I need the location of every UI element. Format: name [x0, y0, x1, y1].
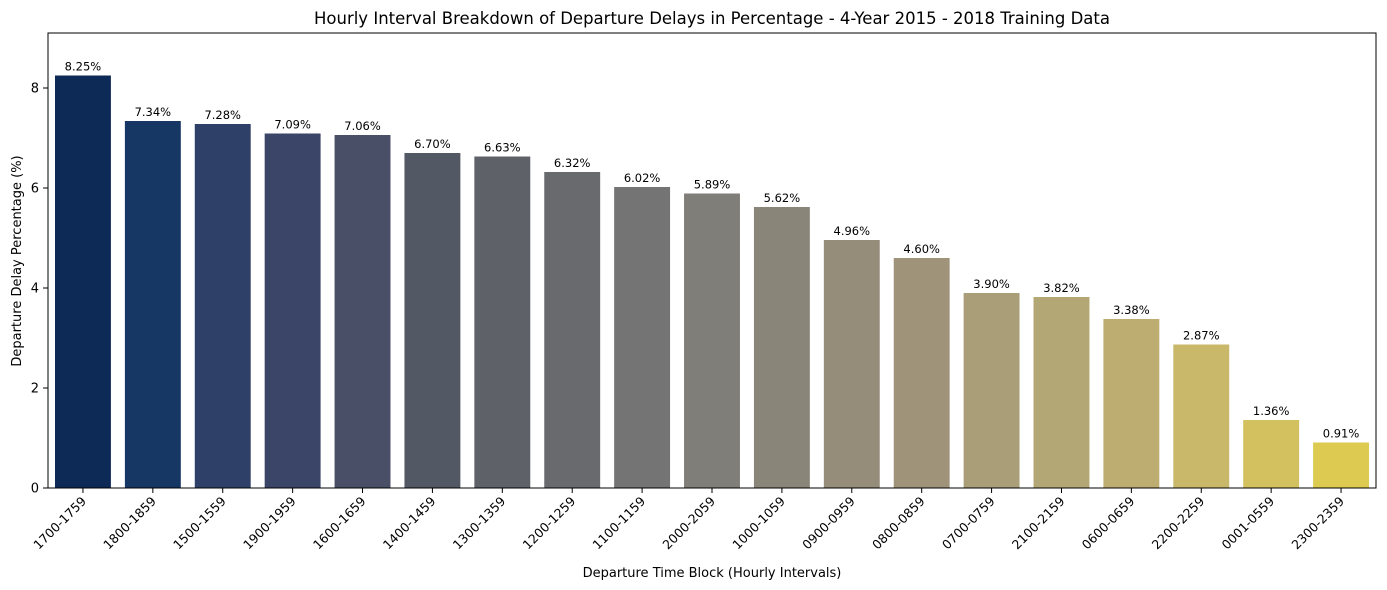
bar — [544, 172, 601, 488]
y-tick-label: 8 — [31, 82, 39, 97]
data-label: 6.32% — [554, 156, 591, 170]
bar — [404, 153, 461, 488]
x-tick-label: 0900-0959 — [799, 493, 858, 552]
data-label: 6.02% — [624, 171, 661, 185]
bar — [1313, 442, 1370, 488]
x-tick-label: 1400-1459 — [380, 493, 439, 552]
bar — [264, 133, 321, 488]
data-label: 7.09% — [274, 118, 311, 132]
data-label: 5.89% — [694, 178, 731, 192]
bar — [124, 121, 181, 488]
x-tick-label: 2000-2059 — [659, 493, 718, 552]
x-tick-label: 2100-2159 — [1009, 493, 1068, 552]
data-label: 0.91% — [1323, 427, 1360, 441]
data-label: 2.87% — [1183, 329, 1220, 343]
x-tick-label: 0600-0659 — [1079, 493, 1138, 552]
data-labels-group: 8.25% 7.34% 7.28% 7.09% 7.06% 6.70% 6.63% 6.32%… — [65, 60, 1360, 441]
data-label: 4.60% — [903, 242, 940, 256]
data-label: 8.25% — [65, 60, 102, 74]
bar — [54, 75, 111, 488]
x-axis: 1700-1759 1800-1859 1500-1559 1900-1959 1600… — [30, 488, 1347, 552]
data-label: 1.36% — [1253, 404, 1290, 418]
bar — [893, 258, 950, 488]
x-tick-label: 2300-2359 — [1288, 493, 1347, 552]
y-tick-label: 2 — [31, 382, 39, 397]
bar — [194, 124, 251, 488]
y-tick-label: 0 — [31, 482, 39, 497]
data-label: 5.62% — [764, 191, 801, 205]
plot-frame — [47, 32, 1377, 489]
y-tick-label: 4 — [31, 282, 39, 297]
data-label: 7.06% — [344, 119, 381, 133]
x-axis-label: Departure Time Block (Hourly Intervals) — [583, 566, 842, 581]
y-axis-label: Departure Delay Percentage (%) — [10, 155, 25, 366]
data-label: 3.38% — [1113, 303, 1150, 317]
bar — [614, 187, 671, 488]
bar — [1173, 344, 1230, 488]
bar — [684, 193, 740, 488]
x-tick-label: 1600-1659 — [310, 493, 369, 552]
x-tick-label: 1800-1859 — [100, 493, 159, 552]
bars-group — [54, 75, 1370, 488]
x-tick-label: 1500-1559 — [170, 493, 229, 552]
bar — [334, 135, 391, 488]
x-tick-label: 0700-0759 — [939, 493, 998, 552]
x-tick-label: 1900-1959 — [240, 493, 299, 552]
data-label: 6.70% — [414, 137, 451, 151]
data-label: 7.28% — [204, 108, 241, 122]
data-label: 6.63% — [484, 141, 521, 155]
bar — [963, 293, 1020, 488]
bar — [474, 156, 531, 488]
x-tick-label: 1700-1759 — [30, 493, 89, 552]
x-tick-label: 0800-0859 — [869, 493, 928, 552]
x-tick-label: 0001-0559 — [1218, 493, 1277, 552]
data-label: 3.82% — [1043, 281, 1080, 295]
chart-title: Hourly Interval Breakdown of Departure D… — [314, 9, 1110, 28]
y-axis: 0 2 4 6 8 — [31, 82, 48, 497]
bar — [823, 240, 880, 488]
data-label: 4.96% — [834, 224, 871, 238]
bar — [753, 207, 810, 488]
x-tick-label: 2200-2259 — [1149, 493, 1208, 552]
x-tick-label: 1200-1259 — [520, 493, 579, 552]
bar — [1033, 297, 1090, 488]
x-tick-label: 1300-1359 — [450, 493, 509, 552]
data-label: 3.90% — [973, 277, 1010, 291]
y-tick-label: 6 — [31, 182, 39, 197]
x-tick-label: 1100-1159 — [589, 493, 648, 552]
bar — [1103, 319, 1160, 488]
x-tick-label: 1000-1059 — [729, 493, 788, 552]
data-label: 7.34% — [135, 105, 172, 119]
bar — [1243, 420, 1300, 488]
